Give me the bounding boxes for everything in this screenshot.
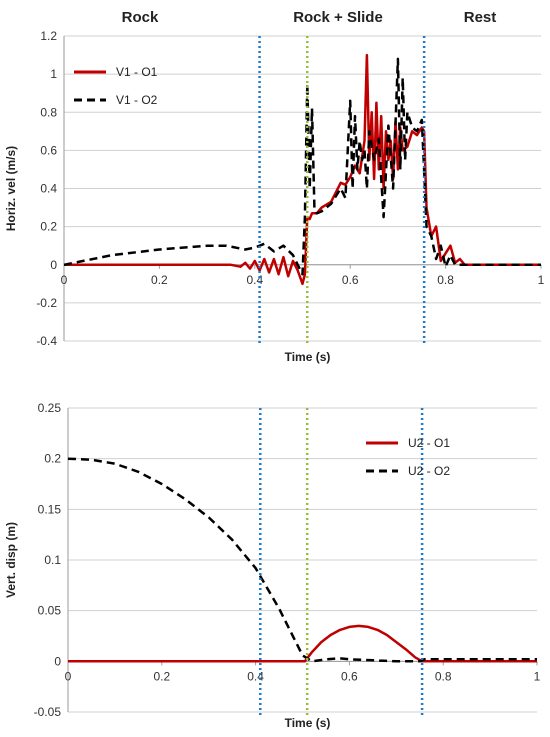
y-tick-label: 0.05 — [38, 604, 62, 618]
displacement-chart: -0.05 0 0.05 0.1 0.15 0.2 0.25 0 0.2 0.4 0.6 0.8 1 Ti… — [4, 401, 541, 730]
legend-entry: U2 - O2 — [408, 464, 450, 478]
legend-entry: V1 - O2 — [116, 93, 158, 107]
x-tick-label: 0.8 — [437, 273, 454, 287]
y-axis: -0.4 -0.2 0 0.2 0.4 0.6 0.8 1 1.2 — [36, 29, 541, 348]
x-tick-label: 0.2 — [153, 669, 170, 683]
legend: V1 - O1 V1 - O2 — [74, 65, 158, 107]
y-tick-label: 0.8 — [40, 105, 57, 119]
y-tick-label: 0.2 — [40, 220, 57, 234]
velocity-chart: -0.4 -0.2 0 0.2 0.4 0.6 0.8 1 1.2 0 0.2 0.4 0.6 0.8 1 T… — [4, 29, 545, 364]
phase-labels: Rock Rock + Slide Rest — [122, 9, 497, 26]
y-tick-label: 0.25 — [38, 401, 62, 415]
phase-label-rock: Rock — [122, 9, 159, 26]
y-tick-label: -0.05 — [34, 705, 62, 719]
y-tick-label: 0.6 — [40, 143, 57, 157]
phase-label-rest: Rest — [464, 9, 497, 26]
y-tick-label: 1.2 — [40, 29, 57, 43]
legend-entry: V1 - O1 — [116, 65, 158, 79]
y-tick-label: -0.2 — [36, 296, 57, 310]
x-tick-label: 0.8 — [435, 669, 452, 683]
x-tick-label: 0.2 — [151, 273, 168, 287]
series-line-u2-o1 — [68, 624, 537, 663]
x-axis: 0 0.2 0.4 0.6 0.8 1 — [65, 661, 541, 683]
x-tick-label: 0.6 — [342, 273, 359, 287]
x-tick-label: 0.4 — [246, 273, 263, 287]
y-tick-label: 0.1 — [44, 553, 61, 567]
x-tick-label: 0 — [61, 273, 68, 287]
y-tick-label: 0 — [50, 258, 57, 272]
x-tick-label: 1 — [538, 273, 545, 287]
series-line-v1-o1 — [64, 53, 541, 286]
y-tick-label: -0.4 — [36, 334, 57, 348]
y-tick-label: 0.2 — [44, 452, 61, 466]
x-tick-label: 0 — [65, 669, 72, 683]
y-tick-label: 0 — [54, 654, 61, 668]
legend: U2 - O1 U2 - O2 — [366, 436, 450, 478]
y-axis-label: Vert. disp (m) — [4, 522, 18, 598]
x-tick-label: 1 — [534, 669, 541, 683]
x-axis-label: Time (s) — [285, 716, 331, 730]
legend-entry: U2 - O1 — [408, 436, 450, 450]
y-tick-label: 1 — [50, 67, 57, 81]
y-axis-label: Horiz. vel (m/s) — [4, 146, 18, 231]
x-tick-label: 0.6 — [341, 669, 358, 683]
y-axis: -0.05 0 0.05 0.1 0.15 0.2 0.25 — [34, 401, 537, 719]
x-axis-label: Time (s) — [285, 350, 331, 364]
x-tick-label: 0.4 — [247, 669, 264, 683]
y-tick-label: 0.15 — [38, 502, 62, 516]
phase-label-rock-slide: Rock + Slide — [293, 9, 383, 26]
y-tick-label: 0.4 — [40, 182, 57, 196]
series-line-v1-o2 — [63, 57, 541, 276]
